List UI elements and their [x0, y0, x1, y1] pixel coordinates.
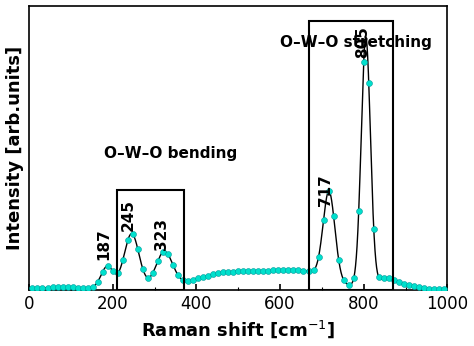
Point — [54, 284, 61, 290]
Point — [224, 269, 232, 275]
Point — [405, 282, 413, 288]
Point — [164, 252, 172, 257]
Point — [330, 213, 337, 219]
Point — [350, 276, 357, 281]
Point — [305, 269, 312, 274]
Point — [295, 267, 302, 273]
Point — [184, 278, 192, 284]
Point — [59, 284, 66, 290]
Point — [74, 285, 82, 290]
Point — [194, 276, 202, 281]
Point — [28, 286, 36, 291]
Point — [395, 280, 402, 285]
Point — [290, 267, 297, 272]
Point — [119, 257, 127, 263]
Point — [174, 272, 182, 278]
X-axis label: Raman shift [cm$^{-1}$]: Raman shift [cm$^{-1}$] — [141, 319, 335, 340]
Point — [425, 286, 433, 291]
Text: 805: 805 — [355, 26, 370, 58]
Point — [360, 59, 367, 65]
Text: 717: 717 — [318, 174, 333, 206]
Point — [89, 284, 97, 290]
Text: 323: 323 — [154, 218, 169, 249]
Point — [219, 270, 227, 275]
Point — [235, 268, 242, 274]
Point — [124, 237, 132, 243]
Point — [149, 270, 157, 275]
Point — [390, 277, 398, 282]
Point — [245, 268, 252, 274]
Point — [325, 189, 332, 194]
Point — [335, 257, 342, 262]
Point — [229, 269, 237, 274]
Point — [415, 284, 423, 290]
Point — [200, 274, 207, 280]
Point — [420, 285, 428, 291]
Point — [260, 268, 267, 274]
Point — [270, 268, 277, 273]
Point — [129, 232, 137, 237]
Point — [435, 286, 443, 292]
Point — [134, 247, 142, 252]
Point — [84, 285, 91, 291]
Point — [320, 217, 328, 222]
Point — [340, 277, 347, 283]
Point — [109, 268, 117, 274]
Point — [239, 268, 247, 274]
Text: 187: 187 — [96, 228, 111, 260]
Point — [64, 284, 72, 290]
Text: O–W–O bending: O–W–O bending — [103, 146, 237, 161]
Bar — [117, 190, 184, 290]
Text: 245: 245 — [121, 199, 136, 231]
Point — [355, 208, 363, 214]
Point — [365, 80, 373, 85]
Point — [169, 262, 177, 268]
Point — [210, 272, 217, 277]
Point — [249, 268, 257, 274]
Point — [280, 267, 287, 273]
Bar — [310, 21, 393, 290]
Point — [345, 282, 353, 287]
Point — [79, 285, 86, 291]
Y-axis label: Intensity [arb.units]: Intensity [arb.units] — [6, 46, 24, 250]
Point — [139, 266, 146, 272]
Point — [400, 281, 408, 287]
Point — [204, 273, 212, 278]
Point — [375, 274, 383, 280]
Point — [385, 275, 392, 281]
Point — [264, 268, 272, 274]
Point — [310, 267, 317, 273]
Point — [380, 276, 388, 281]
Point — [300, 268, 307, 273]
Point — [410, 283, 418, 289]
Point — [39, 285, 46, 291]
Point — [370, 226, 378, 232]
Point — [285, 267, 292, 272]
Point — [34, 285, 41, 291]
Point — [44, 285, 51, 290]
Point — [49, 285, 56, 290]
Point — [104, 263, 111, 269]
Text: O–W–O stretching: O–W–O stretching — [280, 35, 432, 50]
Point — [179, 277, 187, 283]
Point — [274, 267, 282, 273]
Point — [114, 270, 121, 276]
Point — [94, 279, 101, 284]
Point — [154, 258, 162, 264]
Point — [99, 269, 107, 274]
Point — [440, 286, 448, 292]
Point — [315, 254, 322, 260]
Point — [214, 271, 222, 276]
Point — [144, 275, 152, 280]
Point — [430, 286, 438, 292]
Point — [69, 285, 76, 290]
Point — [159, 249, 167, 255]
Point — [255, 268, 262, 274]
Point — [189, 277, 197, 283]
